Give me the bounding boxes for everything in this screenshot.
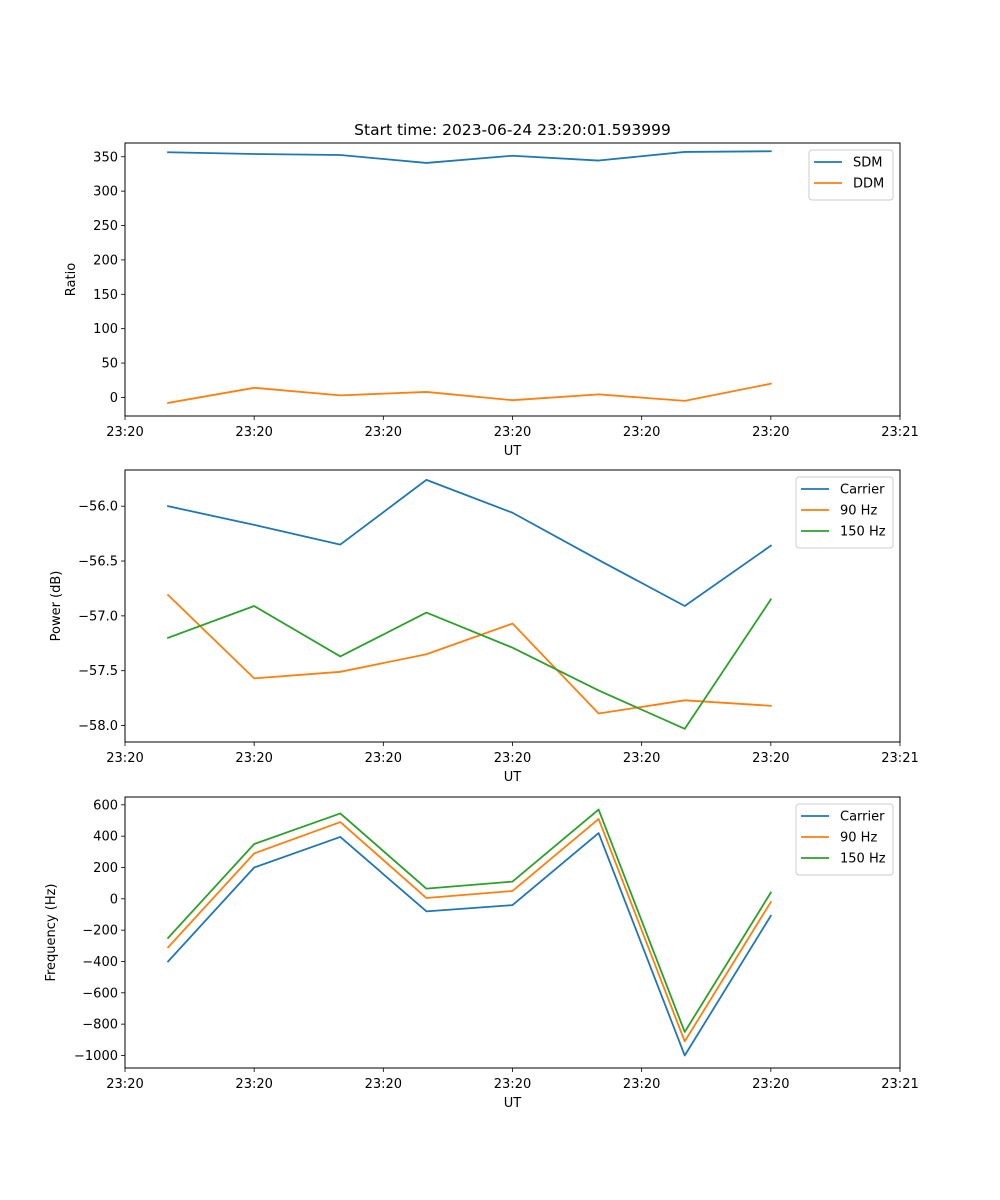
- x-tick-label: 23:20: [494, 1077, 531, 1092]
- y-tick-label: 0: [110, 892, 118, 907]
- y-tick-label: −56.0: [78, 500, 118, 515]
- y-tick-label: 300: [93, 185, 118, 200]
- x-tick-label: 23:20: [365, 425, 402, 440]
- legend-entry: Carrier: [840, 483, 885, 498]
- y-tick-label: 0: [110, 391, 118, 406]
- x-tick-label: 23:20: [623, 1077, 660, 1092]
- axes-frame: [124, 142, 901, 417]
- series-line-sdm: [167, 150, 772, 164]
- y-tick-label: −57.0: [78, 609, 118, 624]
- x-tick-label: 23:20: [106, 425, 143, 440]
- legend-entry: 90 Hz: [840, 504, 877, 519]
- y-tick-label: 250: [93, 219, 118, 234]
- legend-entry: 90 Hz: [840, 831, 877, 846]
- y-tick-label: 200: [93, 253, 118, 268]
- y-tick-label: −58.0: [78, 719, 118, 734]
- series-line-carrier: [166, 478, 773, 607]
- y-tick-label: 200: [93, 861, 118, 876]
- x-tick-label: 23:21: [881, 425, 918, 440]
- y-axis-label: Power (dB): [49, 571, 64, 642]
- series-line-carrier: [166, 832, 773, 1057]
- x-axis-label: UT: [504, 1096, 522, 1111]
- x-tick-label: 23:21: [881, 751, 918, 766]
- x-tick-label: 23:21: [881, 1077, 918, 1092]
- legend: Carrier 90 Hz 150 Hz: [795, 803, 894, 876]
- ratio-panel: Start time: 2023-06-24 23:20:01.593999 23…: [64, 121, 919, 459]
- axes-frame: [124, 796, 901, 1069]
- x-tick-label: 23:20: [752, 1077, 789, 1092]
- x-tick-label: 23:20: [494, 425, 531, 440]
- x-tick-label: 23:20: [235, 751, 272, 766]
- y-tick-label: 600: [93, 798, 118, 813]
- legend-entry: SDM: [853, 156, 882, 171]
- y-tick-label: 150: [93, 288, 118, 303]
- x-tick-label: 23:20: [752, 751, 789, 766]
- series-line-150-hz: [166, 808, 773, 1033]
- legend: Carrier 90 Hz 150 Hz: [795, 476, 894, 549]
- y-axis-label: Ratio: [64, 263, 79, 296]
- y-tick-label: −400: [82, 955, 118, 970]
- x-tick-label: 23:20: [235, 425, 272, 440]
- x-axis-label: UT: [504, 444, 522, 459]
- axes-frame: [124, 469, 901, 743]
- y-tick-label: −800: [82, 1018, 118, 1033]
- legend-entry: 150 Hz: [840, 852, 886, 867]
- x-tick-label: 23:20: [494, 751, 531, 766]
- x-tick-label: 23:20: [752, 425, 789, 440]
- frequency-panel: 23:20 23:20 23:20 23:20 23:20 23:20 23:21 −1000…: [44, 796, 919, 1111]
- y-tick-label: 50: [101, 357, 118, 372]
- y-tick-label: −57.5: [78, 664, 118, 679]
- x-tick-label: 23:20: [106, 1077, 143, 1092]
- power-panel: 23:20 23:20 23:20 23:20 23:20 23:20 23:21 −58.0…: [49, 469, 919, 785]
- x-tick-label: 23:20: [235, 1077, 272, 1092]
- legend-entry: Carrier: [840, 810, 885, 825]
- legend-entry: DDM: [853, 177, 884, 192]
- x-tick-label: 23:20: [623, 751, 660, 766]
- series-line-150-hz: [166, 598, 773, 730]
- y-tick-label: 350: [93, 150, 118, 165]
- x-tick-label: 23:20: [365, 1077, 402, 1092]
- chart-title: Start time: 2023-06-24 23:20:01.593999: [354, 121, 671, 139]
- y-axis-label: Frequency (Hz): [44, 883, 59, 981]
- x-tick-label: 23:20: [365, 751, 402, 766]
- legend-entry: 150 Hz: [840, 525, 886, 540]
- x-axis-label: UT: [504, 770, 522, 785]
- x-tick-label: 23:20: [106, 751, 143, 766]
- y-tick-label: −600: [82, 986, 118, 1001]
- series-line-ddm: [167, 382, 772, 404]
- x-tick-label: 23:20: [623, 425, 660, 440]
- series-line-90-hz: [166, 818, 773, 1043]
- legend: SDM DDM: [808, 149, 894, 201]
- series-line-90-hz: [166, 593, 772, 715]
- y-tick-label: −200: [82, 924, 118, 939]
- y-tick-label: −1000: [74, 1049, 118, 1064]
- y-tick-label: −56.5: [78, 555, 118, 570]
- y-tick-label: 100: [93, 322, 118, 337]
- y-tick-label: 400: [93, 830, 118, 845]
